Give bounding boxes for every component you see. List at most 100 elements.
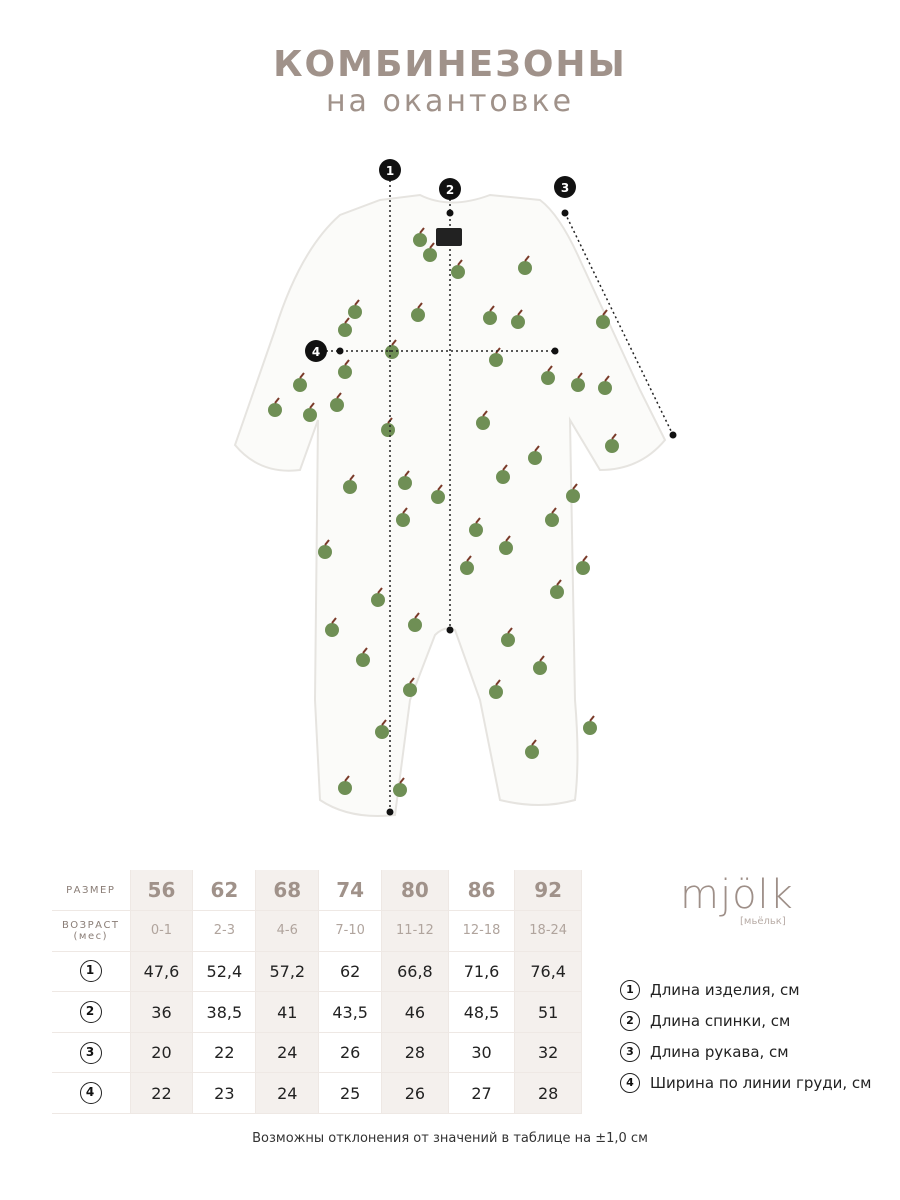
apple-print — [303, 402, 317, 422]
svg-text:3: 3 — [561, 181, 569, 195]
apple-print — [338, 359, 352, 379]
table-cell: 11-12 — [381, 910, 449, 952]
table-cell: 22 — [130, 1072, 194, 1115]
table-cell: 41 — [255, 991, 320, 1033]
table-cell: 74 — [318, 870, 383, 912]
apple-print — [385, 339, 399, 359]
measurement-legend: 1 Длина изделия, см 2 Длина спинки, см 3 Дл… — [620, 974, 871, 1098]
apple-print — [550, 579, 564, 599]
legend-item: 3 Длина рукава, см — [620, 1036, 871, 1067]
table-row: 2 36 38,5 41 43,5 46 48,5 51 — [52, 991, 582, 1033]
table-cell: 26 — [318, 1032, 383, 1074]
apple-print — [348, 299, 362, 319]
table-cell: 22 — [192, 1032, 257, 1074]
apple-print — [411, 302, 425, 322]
table-cell: 4-6 — [255, 910, 320, 952]
romper-diagram: 1 2 3 4 — [233, 159, 677, 817]
apple-print — [511, 309, 525, 329]
table-cell: 48,5 — [448, 991, 516, 1033]
size-label: РАЗМЕР — [52, 870, 131, 912]
apple-print — [403, 677, 417, 697]
apple-print — [398, 470, 412, 490]
brand-label — [436, 228, 462, 246]
svg-text:1: 1 — [386, 164, 394, 178]
brand-transcription: [мьёльк] — [740, 916, 786, 927]
apple-print — [596, 309, 610, 329]
apple-print — [566, 483, 580, 503]
table-cell: 80 — [381, 870, 449, 912]
legend-item: 4 Ширина по линии груди, см — [620, 1067, 871, 1098]
measurement-lines — [316, 170, 674, 812]
size-table: РАЗМЕР 56 62 68 74 80 86 92 ВОЗРАСТ (мес) 0-1 2-3 4-… — [52, 870, 582, 1115]
table-cell: 24 — [255, 1072, 320, 1115]
apple-print — [431, 484, 445, 504]
apple-print — [393, 777, 407, 797]
apple-print — [571, 372, 585, 392]
apple-print — [598, 375, 612, 395]
apple-print — [533, 655, 547, 675]
apple-print — [583, 715, 597, 735]
apple-print — [413, 227, 427, 247]
table-row: 4 22 23 24 25 26 27 28 — [52, 1072, 582, 1115]
table-cell: 51 — [514, 991, 582, 1033]
apple-print — [338, 775, 352, 795]
apple-print — [469, 517, 483, 537]
apple-print — [501, 627, 515, 647]
apple-print — [576, 555, 590, 575]
tolerance-note: Возможны отклонения от значений в таблиц… — [252, 1131, 648, 1146]
size-row: РАЗМЕР 56 62 68 74 80 86 92 — [52, 870, 582, 912]
age-row: ВОЗРАСТ (мес) 0-1 2-3 4-6 7-10 11-12 12-18 18-24 — [52, 910, 582, 952]
apple-print — [268, 397, 282, 417]
apple-print — [545, 507, 559, 527]
apple-print — [396, 507, 410, 527]
apple-print — [330, 392, 344, 412]
table-cell: 36 — [130, 991, 194, 1033]
apple-print — [476, 410, 490, 430]
apple-print — [338, 317, 352, 337]
table-cell: 30 — [448, 1032, 516, 1074]
apple-print — [356, 647, 370, 667]
apple-print — [528, 445, 542, 465]
apple-print — [496, 464, 510, 484]
table-cell: 28 — [381, 1032, 449, 1074]
table-cell: 47,6 — [130, 951, 194, 993]
apple-print — [375, 719, 389, 739]
table-cell: 12-18 — [448, 910, 516, 952]
table-cell: 68 — [255, 870, 320, 912]
apple-print — [451, 259, 465, 279]
apple-print — [423, 242, 437, 262]
table-cell: 71,6 — [448, 951, 516, 993]
table-cell: 23 — [192, 1072, 257, 1115]
table-cell: 28 — [514, 1072, 582, 1115]
page-title: КОМБИНЕЗОНЫ — [273, 44, 627, 85]
legend-item: 1 Длина изделия, см — [620, 974, 871, 1005]
brand-logo: mjölk — [680, 872, 794, 918]
table-row: 3 20 22 24 26 28 30 32 — [52, 1032, 582, 1074]
apple-print — [408, 612, 422, 632]
table-cell: 2-3 — [192, 910, 257, 952]
svg-text:4: 4 — [312, 345, 320, 359]
apple-print — [483, 305, 497, 325]
page-subtitle: на окантовке — [325, 84, 575, 119]
legend-item: 2 Длина спинки, см — [620, 1005, 871, 1036]
row-marker: 3 — [52, 1032, 131, 1074]
table-cell: 62 — [318, 951, 383, 993]
apple-print — [343, 474, 357, 494]
apple-print — [605, 433, 619, 453]
marker-badges: 1 2 3 4 — [305, 159, 576, 362]
table-row: 1 47,6 52,4 57,2 62 66,8 71,6 76,4 — [52, 951, 582, 993]
table-cell: 20 — [130, 1032, 194, 1074]
table-cell: 46 — [381, 991, 449, 1033]
table-cell: 76,4 — [514, 951, 582, 993]
table-cell: 43,5 — [318, 991, 383, 1033]
apple-print — [371, 587, 385, 607]
table-cell: 25 — [318, 1072, 383, 1115]
svg-text:2: 2 — [446, 183, 454, 197]
table-cell: 86 — [448, 870, 516, 912]
apple-print — [325, 617, 339, 637]
table-cell: 26 — [381, 1072, 449, 1115]
apple-print — [293, 372, 307, 392]
row-marker: 2 — [52, 991, 131, 1033]
table-cell: 0-1 — [130, 910, 194, 952]
table-cell: 62 — [192, 870, 257, 912]
